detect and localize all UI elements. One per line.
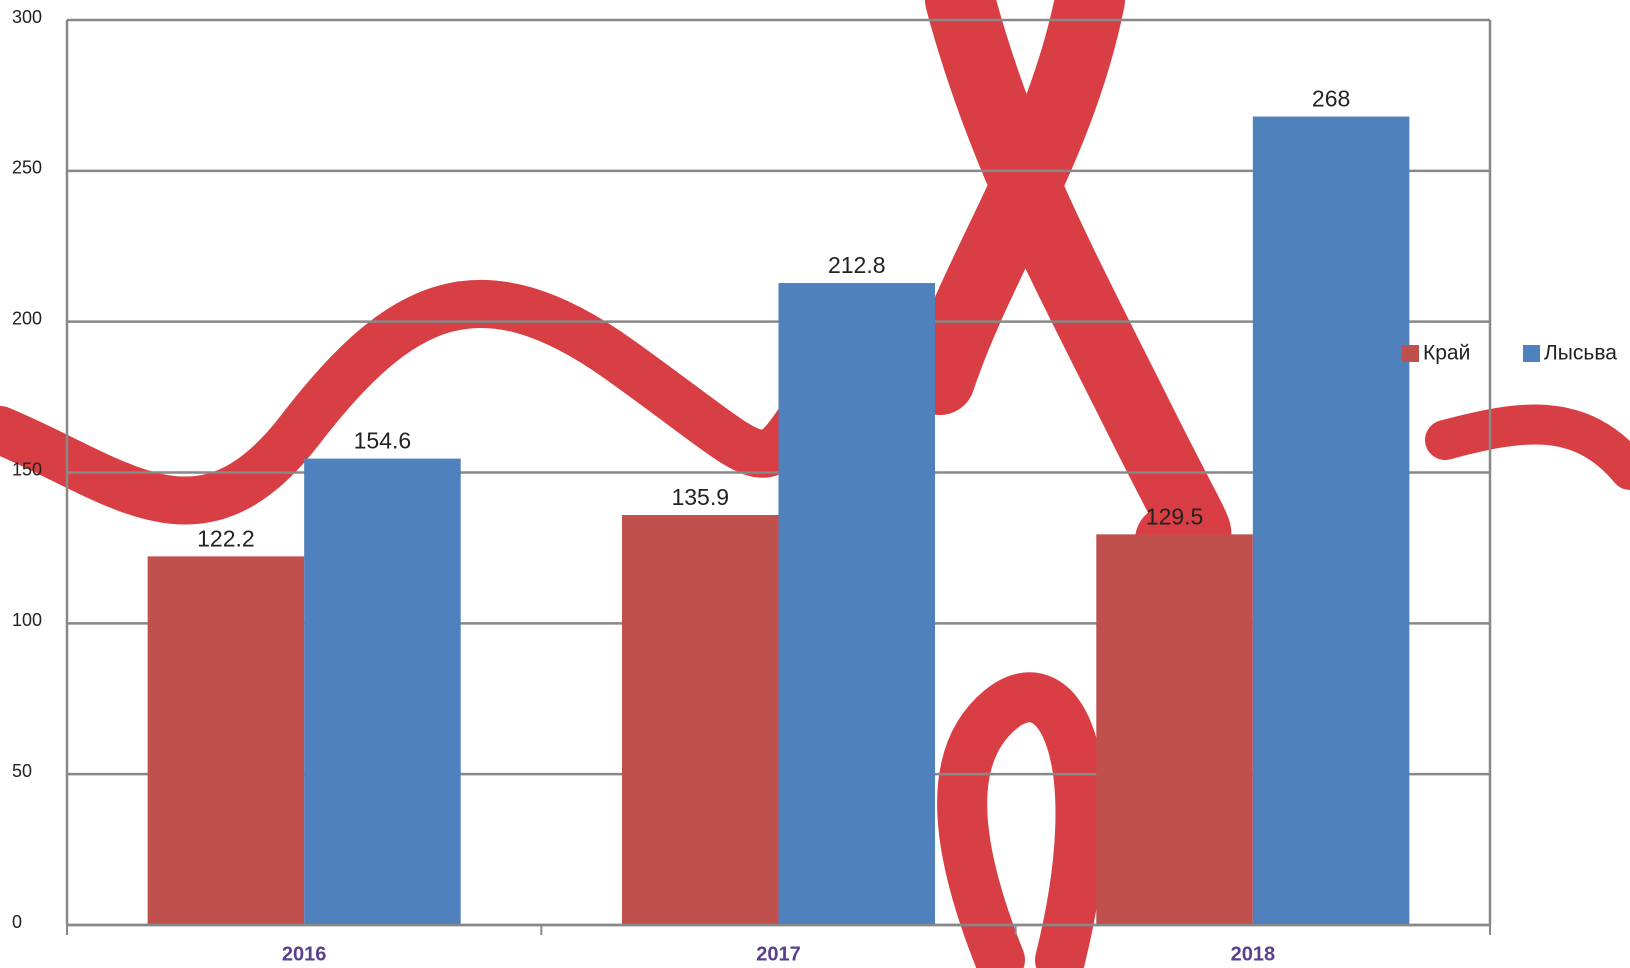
value-label: 135.9 — [671, 484, 729, 510]
bar — [147, 556, 305, 925]
y-tick-label: 300 — [12, 7, 42, 27]
legend-label: Лысьва — [1544, 342, 1617, 365]
y-tick-label: 250 — [12, 158, 42, 178]
x-tick-label: 2017 — [756, 943, 801, 965]
y-tick-label: 50 — [12, 761, 32, 781]
value-label: 129.5 — [1146, 503, 1204, 529]
x-tick-label: 2016 — [282, 943, 327, 965]
y-tick-label: 200 — [12, 308, 42, 328]
y-tick-label: 100 — [12, 610, 42, 630]
bar — [621, 515, 779, 925]
y-tick-label: 150 — [12, 459, 42, 479]
y-tick-label: 0 — [12, 912, 22, 932]
legend-swatch — [1523, 345, 1540, 362]
value-label: 268 — [1312, 86, 1350, 112]
plot: 0 50 100 150 200 250 300 2016 122.2 154.6 2017 135.… — [12, 7, 1617, 966]
bar — [778, 283, 936, 925]
bar — [1096, 534, 1253, 925]
value-label: 212.8 — [828, 252, 886, 278]
bar — [1252, 116, 1410, 926]
x-tick-label: 2018 — [1231, 943, 1276, 965]
legend-label: Край — [1423, 342, 1470, 365]
value-label: 122.2 — [197, 525, 255, 551]
bar — [304, 458, 461, 925]
value-label: 154.6 — [354, 428, 412, 454]
legend-swatch — [1402, 345, 1419, 362]
